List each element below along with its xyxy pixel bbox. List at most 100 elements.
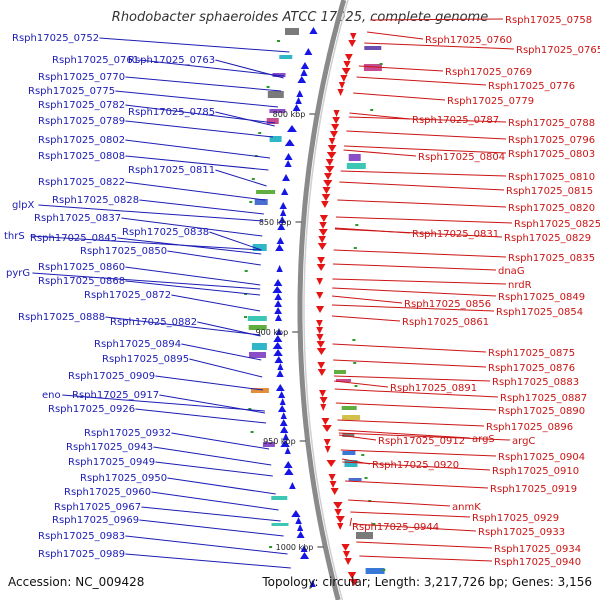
scale-tick-label: 900 kbp — [256, 328, 289, 337]
scale-tick-label: 1000 kbp — [276, 543, 314, 552]
gene-label-right: Rsph17025_0875 — [488, 348, 575, 359]
gene-label-right: Rsph17025_0929 — [472, 513, 559, 524]
forward-gene-arrow — [309, 580, 316, 587]
gene-label-right: Rsph17025_0776 — [488, 81, 575, 92]
forward-gene-arrow — [274, 300, 283, 307]
gene-label-right: Rsph17025_0896 — [486, 422, 573, 433]
leader-line-left — [125, 280, 261, 296]
leader-line-right — [333, 359, 487, 368]
genome-summary: Topology: circular; Length: 3,217,726 bp… — [262, 575, 592, 589]
feature-block — [266, 118, 279, 124]
feature-block — [267, 91, 284, 98]
gene-label-right: nrdR — [508, 280, 532, 291]
gene-label-right: Rsph17025_0883 — [492, 377, 579, 388]
green-marker — [258, 132, 262, 134]
forward-gene-arrow — [273, 279, 283, 286]
leader-line-left — [125, 181, 266, 201]
reverse-gene-arrow — [323, 180, 333, 187]
feature-block — [251, 343, 267, 350]
gene-label-right: Rsph17025_0891 — [390, 383, 477, 394]
green-marker — [250, 431, 254, 433]
feature-block — [256, 190, 276, 194]
forward-gene-arrow — [278, 216, 286, 223]
reverse-gene-arrow — [324, 446, 331, 453]
reverse-gene-arrow — [338, 82, 346, 89]
feature-block — [364, 46, 382, 50]
feature-block — [342, 433, 355, 437]
green-marker — [244, 316, 247, 318]
gene-label-right: Rsph17025_0944 — [352, 522, 439, 533]
gene-label-right: Rsph17025_0890 — [498, 406, 585, 417]
gene-label-left: Rsph17025_0785 — [128, 107, 215, 118]
feature-block — [250, 388, 269, 393]
feature-block — [334, 370, 346, 374]
reverse-gene-arrow — [319, 397, 328, 404]
forward-gene-arrow — [295, 97, 302, 104]
forward-gene-arrow — [281, 188, 289, 195]
feature-block — [348, 154, 361, 161]
forward-gene-arrow — [300, 545, 308, 552]
reverse-gene-arrow — [316, 264, 326, 271]
feature-block — [346, 163, 366, 169]
reverse-gene-arrow — [341, 544, 350, 551]
green-marker — [370, 109, 374, 111]
leader-line-right — [332, 295, 403, 304]
gene-label-left: Rsph17025_0983 — [38, 531, 125, 542]
reverse-gene-arrow — [343, 61, 351, 68]
feature-block — [348, 478, 362, 481]
leader-line-left — [197, 321, 261, 337]
leader-line-left — [30, 235, 262, 251]
gene-label-right: Rsph17025_0904 — [498, 452, 585, 463]
leader-line-left — [139, 59, 285, 77]
gene-label-left: Rsph17025_0837 — [34, 213, 121, 224]
leader-line-right — [337, 419, 485, 427]
gene-label-left: Rsph17025_0888 — [18, 312, 105, 323]
leader-line-right — [346, 130, 507, 140]
leader-line-right — [332, 278, 507, 285]
green-marker — [244, 293, 248, 295]
forward-gene-arrow — [273, 335, 283, 342]
gene-label-right: Rsph17025_0856 — [404, 299, 491, 310]
feature-block — [271, 523, 289, 526]
leader-line-left — [209, 231, 262, 251]
feature-block — [269, 109, 286, 113]
forward-gene-arrow — [274, 293, 283, 300]
scale-tick-label: 850 kbp — [259, 218, 292, 227]
gene-label-left: Rsph17025_0822 — [38, 177, 125, 188]
gene-label-left: Rsph17025_0802 — [38, 135, 125, 146]
forward-gene-arrow — [275, 328, 283, 335]
gene-label-left: Rsph17025_0775 — [28, 86, 115, 97]
gene-label-right: Rsph17025_0758 — [505, 15, 592, 26]
gene-label-right: Rsph17025_0803 — [508, 149, 595, 160]
green-marker — [355, 224, 359, 226]
leader-line-right — [349, 112, 411, 120]
leader-line-right — [349, 517, 352, 527]
gene-label-right: Rsph17025_0765 — [516, 45, 600, 56]
leader-line-left — [171, 432, 270, 450]
gene-label-left: Rsph17025_0761 — [52, 55, 139, 66]
forward-gene-arrow — [299, 552, 310, 559]
forward-gene-arrow — [297, 76, 307, 83]
feature-block — [356, 532, 373, 539]
reverse-gene-arrow — [316, 341, 325, 348]
forward-gene-arrow — [272, 342, 283, 349]
accession-label: Accession: NC_009428 — [8, 575, 145, 589]
forward-gene-arrow — [274, 356, 284, 363]
gene-label-left: Rsph17025_0845 — [30, 233, 117, 244]
reverse-gene-arrow — [316, 348, 327, 355]
feature-block — [269, 136, 282, 142]
leader-line-right — [343, 149, 417, 157]
genome-title: Rhodobacter sphaeroides ATCC 17025, comp… — [111, 10, 489, 25]
leader-line-left — [167, 477, 276, 495]
reverse-gene-arrow — [328, 474, 336, 481]
gene-label-right: Rsph17025_0934 — [494, 544, 581, 555]
reverse-gene-arrow — [316, 306, 325, 313]
gene-label-left: pyrG — [6, 268, 30, 279]
gene-label-right: Rsph17025_0849 — [498, 292, 585, 303]
gene-label-right: Rsph17025_0933 — [478, 527, 565, 538]
gene-label-left: glpX — [12, 200, 34, 211]
reverse-gene-arrow — [333, 110, 340, 117]
green-marker — [379, 63, 383, 65]
green-marker — [361, 454, 365, 456]
